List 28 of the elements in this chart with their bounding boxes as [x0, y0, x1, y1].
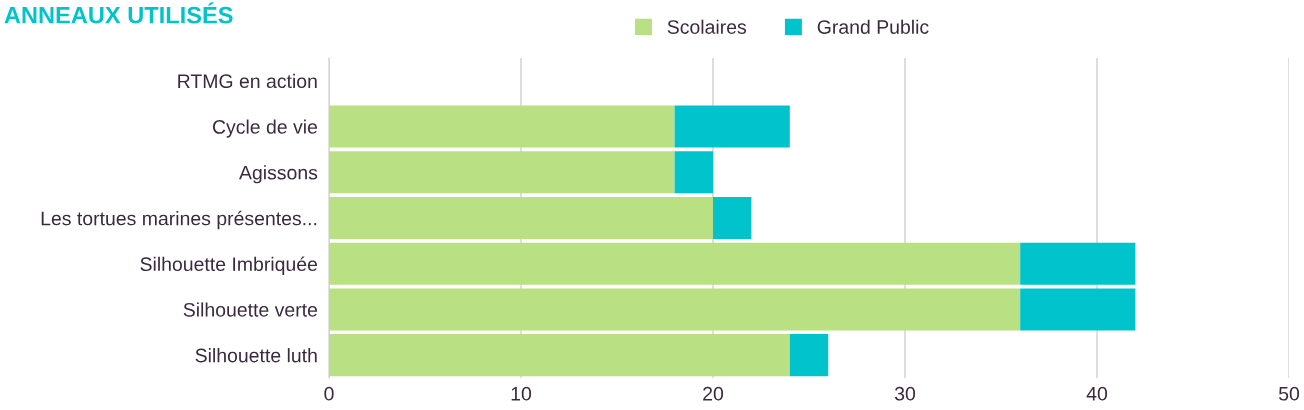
- x-tick-label: 10: [511, 386, 532, 401]
- x-tick-label: 0: [324, 386, 334, 401]
- bar: [329, 334, 790, 377]
- x-tick-label: 50: [1278, 386, 1300, 401]
- text: ANNEAUX UTILISÉS: [4, 2, 233, 24]
- bar: [329, 196, 713, 240]
- y-tick-label: Agissons: [239, 165, 318, 184]
- x-tick-label: 40: [1086, 386, 1108, 401]
- bar: [1020, 242, 1136, 285]
- bar: [674, 151, 713, 194]
- x-tick-label: 30: [894, 386, 916, 401]
- y-tick-label: Silhouette luth: [195, 348, 317, 363]
- bar: [329, 288, 1021, 331]
- y-tick-label: Silhouette verte: [183, 302, 318, 317]
- legend-label: Grand Public: [817, 19, 929, 34]
- legend-label: Scolaires: [667, 19, 747, 34]
- bar: [674, 105, 790, 148]
- y-tick-label: Cycle de vie: [212, 119, 318, 138]
- bar: [1020, 288, 1136, 331]
- bar: [329, 105, 675, 148]
- y-tick-label: Silhouette Imbriquée: [140, 256, 318, 275]
- x-tick-label: 20: [703, 386, 724, 401]
- bar: [329, 151, 675, 194]
- y-tick-label: RTMG en action: [178, 73, 317, 89]
- bar: [789, 334, 829, 377]
- y-tick-label: Les tortues marines présentes...: [41, 210, 317, 230]
- bar: [329, 242, 1021, 285]
- bar: [713, 196, 752, 240]
